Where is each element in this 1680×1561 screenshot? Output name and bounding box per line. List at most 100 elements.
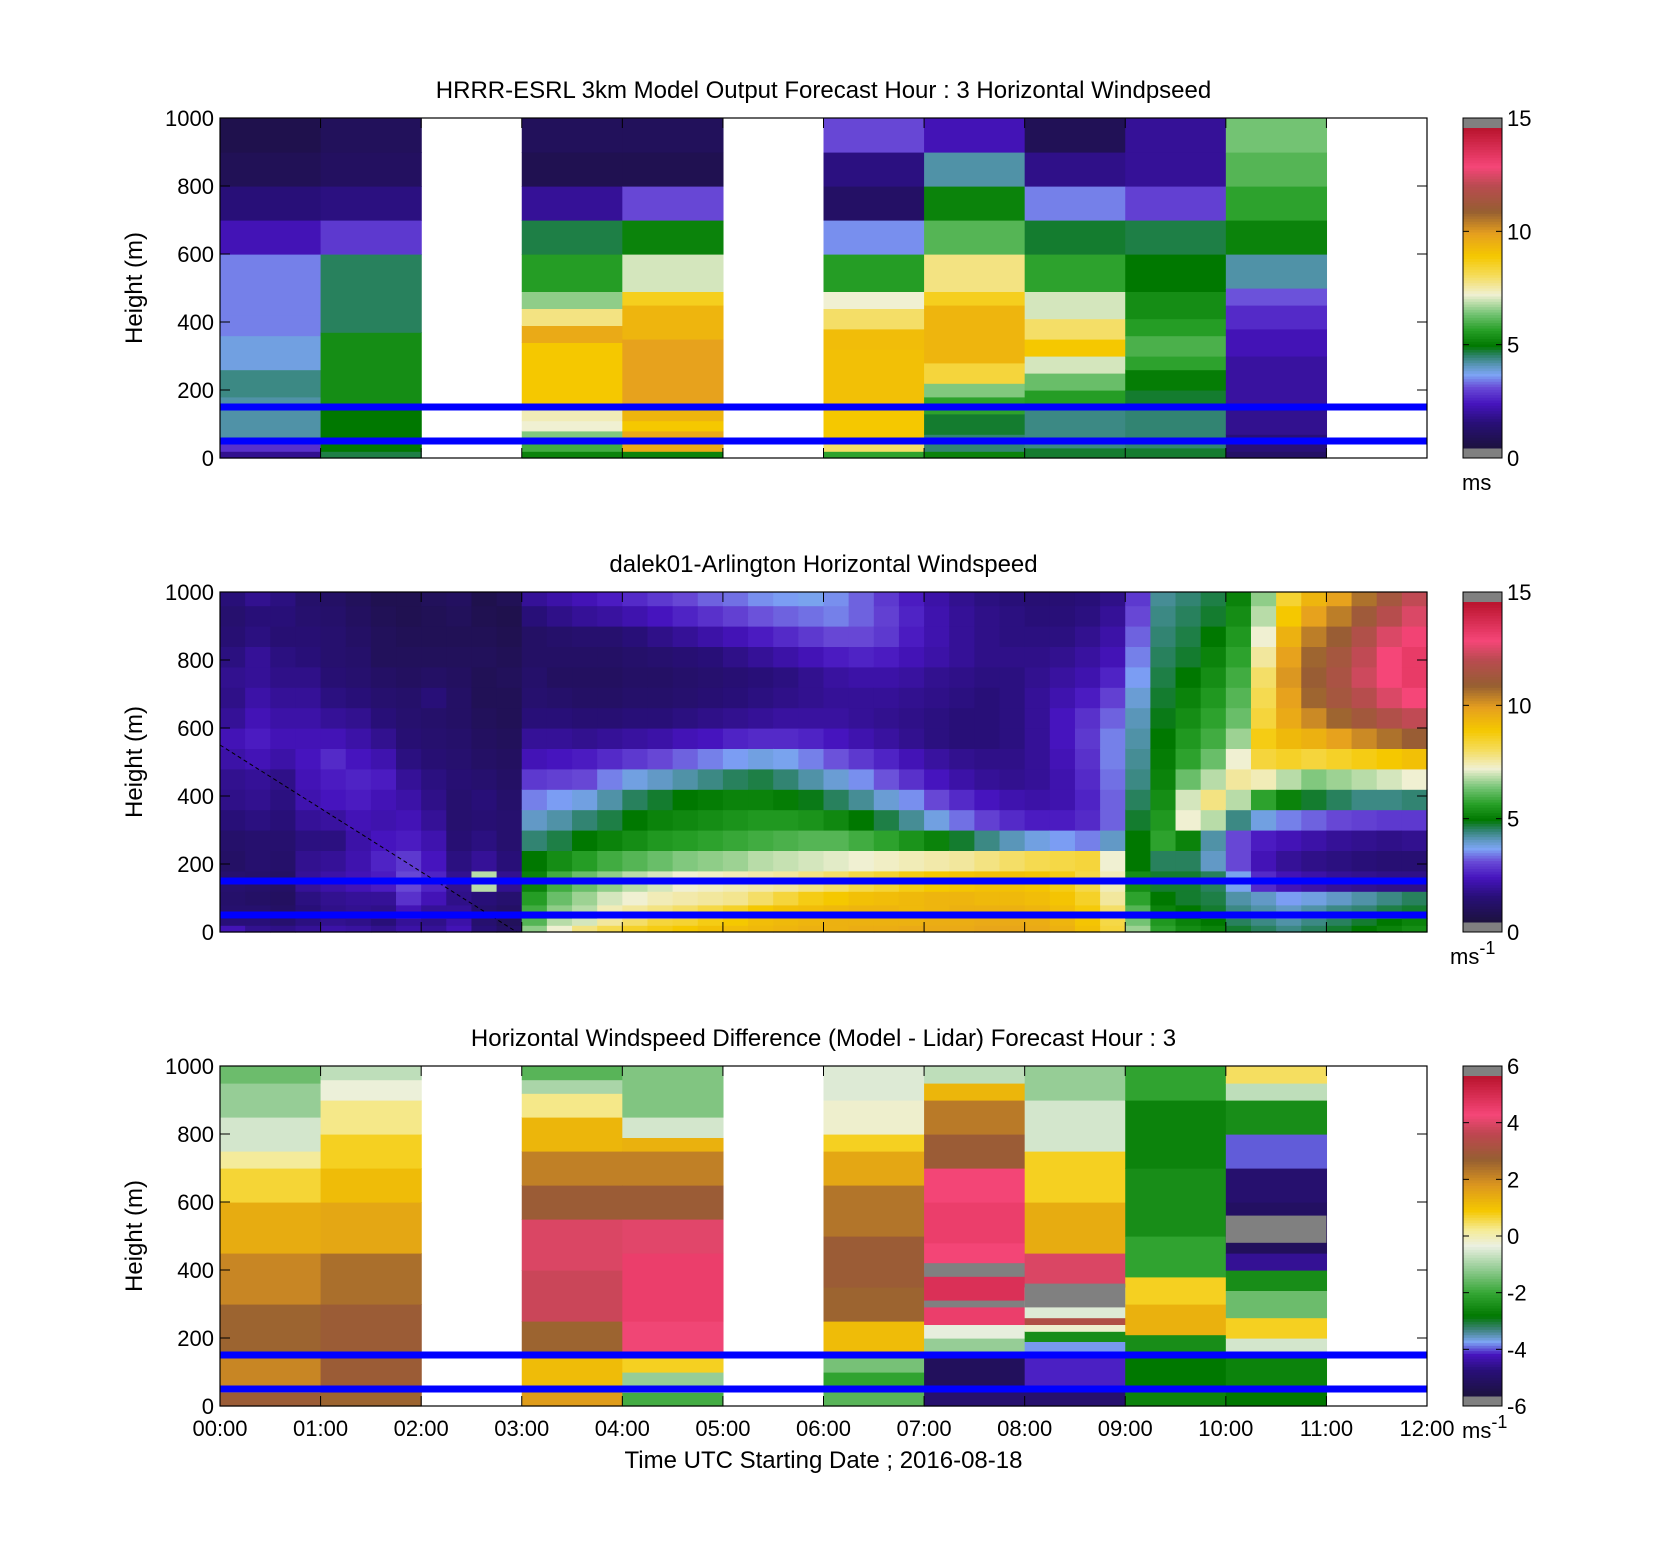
y-tick-label: 200 — [177, 852, 214, 877]
heatmap-cell — [1074, 687, 1101, 709]
heatmap-cell — [521, 646, 548, 668]
heatmap-cell — [1175, 728, 1202, 749]
heatmap-cell — [1024, 1331, 1126, 1342]
heatmap-cell — [622, 809, 649, 831]
heatmap-cell — [1250, 891, 1277, 906]
colorbar-segment — [1463, 679, 1502, 683]
heatmap-cell — [924, 830, 950, 851]
heatmap-cells — [220, 592, 1428, 933]
heatmap-cell — [471, 687, 498, 709]
colorbar-tick-label: 0 — [1507, 920, 1519, 945]
heatmap-cell — [823, 451, 925, 459]
heatmap-cell — [697, 592, 724, 607]
colorbar-segment — [1463, 296, 1502, 300]
heatmap-cell — [949, 666, 975, 688]
heatmap-cell — [823, 1236, 925, 1288]
heatmap-cell — [1200, 891, 1227, 906]
heatmap-cell — [496, 707, 523, 729]
heatmap-cell — [521, 291, 623, 309]
heatmap-cell — [345, 768, 372, 790]
heatmap-cell — [597, 605, 623, 627]
heatmap-cell — [697, 830, 724, 851]
colorbar-segment — [1463, 1185, 1502, 1189]
heatmap-cell — [1125, 646, 1151, 668]
heatmap-cell — [898, 768, 925, 790]
heatmap-cell — [1150, 891, 1177, 906]
colorbar-unit-exponent: -1 — [1491, 1412, 1507, 1432]
heatmap-cell — [1125, 1236, 1227, 1278]
colorbar-segment — [1463, 349, 1502, 353]
heatmap-cell — [748, 592, 774, 607]
y-tick-label: 400 — [177, 1258, 214, 1283]
heatmap-cell — [572, 728, 598, 749]
heatmap-cell — [220, 118, 322, 153]
heatmap-cell — [823, 291, 925, 309]
colorbar-segment — [1463, 285, 1502, 289]
heatmap-cell — [848, 728, 875, 749]
colorbar-tick-label: 15 — [1507, 580, 1531, 605]
colorbar-segment — [1463, 1086, 1502, 1090]
colorbar-unit-label: ms — [1462, 470, 1491, 495]
heatmap-cell — [546, 646, 573, 668]
colorbar-segment — [1463, 136, 1502, 140]
heatmap-cell — [1125, 186, 1227, 221]
heatmap-cell — [546, 789, 573, 811]
colorbar-segment — [1463, 290, 1502, 294]
heatmap-cell — [622, 1066, 724, 1118]
colorbar-segment — [1463, 1358, 1502, 1362]
colorbar-segment — [1463, 176, 1502, 180]
colorbar-segment — [1463, 692, 1502, 696]
heatmap-cell — [597, 592, 623, 607]
colorbar-segment — [1463, 304, 1502, 308]
heatmap-cell — [924, 1338, 1026, 1356]
heatmap-cell — [1225, 809, 1252, 831]
colorbar-segment — [1463, 205, 1502, 209]
colorbar-segment — [1463, 1361, 1502, 1365]
heatmap-cell — [446, 646, 473, 668]
heatmap-cell — [1100, 728, 1126, 749]
colorbar-segment — [1463, 1369, 1502, 1373]
colorbar-segment — [1463, 426, 1502, 430]
heatmap-cell — [546, 768, 573, 790]
heatmap-cell — [1301, 748, 1328, 770]
heatmap-cell — [1276, 789, 1302, 811]
heatmap-cell — [823, 1389, 925, 1407]
colorbar-segment — [1463, 756, 1502, 760]
colorbar-segment — [1463, 618, 1502, 622]
colorbar-segment — [1463, 330, 1502, 334]
heatmap-cell — [471, 830, 498, 851]
heatmap-cell — [1225, 1355, 1328, 1390]
heatmap-cell — [672, 748, 699, 770]
colorbar-segment — [1463, 636, 1502, 640]
colorbar-segment — [1463, 181, 1502, 185]
heatmap-cell — [823, 1151, 925, 1186]
colorbar-segment — [1463, 328, 1502, 332]
heatmap-cell — [521, 342, 623, 408]
heatmap-cell — [622, 626, 649, 647]
heatmap-cell — [1225, 748, 1252, 770]
heatmap-cell — [270, 830, 297, 851]
heatmap-cell — [1074, 605, 1101, 627]
heatmap-cell — [1376, 830, 1403, 851]
colorbar-segment — [1463, 831, 1502, 835]
colorbar-segment — [1463, 312, 1502, 316]
colorbar-tick-label: 5 — [1507, 333, 1519, 358]
colorbar-segment — [1463, 740, 1502, 744]
heatmap-cell — [1024, 254, 1126, 292]
heatmap-cell — [521, 1117, 623, 1152]
heatmap-cell — [1150, 830, 1177, 851]
heatmap-cell — [898, 809, 925, 831]
colorbar-segment — [1463, 264, 1502, 268]
colorbar-segment — [1463, 194, 1502, 198]
heatmap-cell — [1125, 605, 1151, 627]
heatmap-cell — [1175, 830, 1202, 851]
heatmap-cell — [848, 687, 875, 709]
heatmap-cell — [1351, 687, 1378, 709]
colorbar-segment — [1463, 370, 1502, 374]
x-tick-label: 10:00 — [1198, 1416, 1253, 1441]
heatmap-cell — [823, 626, 850, 647]
heatmap-cell — [220, 925, 246, 933]
colorbar-segment — [1463, 1188, 1502, 1192]
heatmap-cell — [546, 830, 573, 851]
heatmap-cell — [622, 254, 724, 292]
